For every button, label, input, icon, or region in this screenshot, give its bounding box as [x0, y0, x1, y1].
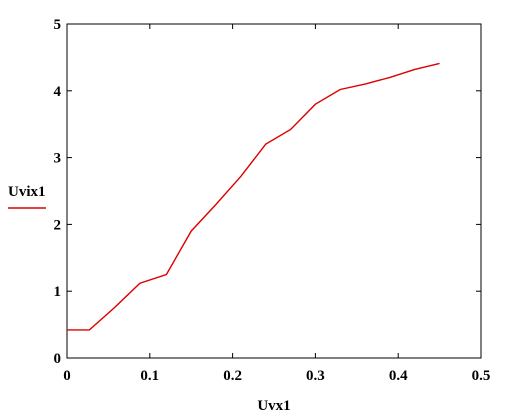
x-tick-label: 0.5	[472, 368, 491, 384]
x-tick-labels: 0 0.1 0.2 0.3 0.4 0.5	[63, 368, 490, 384]
x-tick-label: 0.4	[389, 368, 408, 384]
series-line-uvix1	[67, 62, 440, 331]
y-tick-label: 5	[54, 17, 62, 33]
x-tick-label: 0.3	[306, 368, 325, 384]
y-tick-label: 4	[54, 84, 62, 100]
series-layer	[67, 62, 440, 331]
axis-ticks	[66, 23, 482, 359]
y-tick-label: 3	[54, 151, 62, 167]
x-tick-label: 0	[63, 368, 71, 384]
x-axis-title: Uvx1	[257, 398, 290, 414]
y-tick-labels: 0 1 2 3 4 5	[54, 17, 62, 367]
plot-frame	[66, 23, 482, 359]
legend-label: Uvix1	[8, 184, 46, 200]
y-tick-label: 0	[54, 351, 62, 367]
y-tick-label: 2	[54, 217, 62, 233]
y-tick-label: 1	[54, 284, 62, 300]
x-tick-label: 0.2	[223, 368, 242, 384]
x-tick-label: 0.1	[140, 368, 159, 384]
